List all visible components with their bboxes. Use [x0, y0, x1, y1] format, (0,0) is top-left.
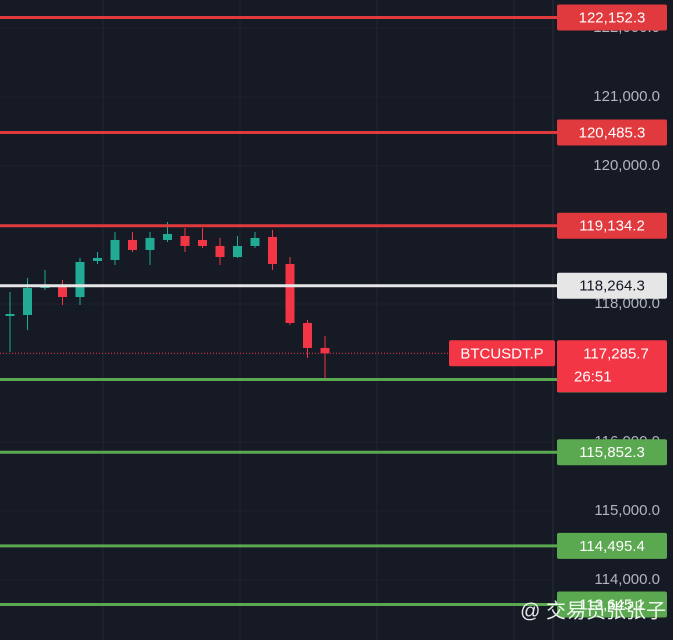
y-tick-label: 121,000.0 — [593, 88, 660, 105]
candle-body — [58, 286, 67, 298]
candle-body — [250, 237, 260, 246]
countdown: 26:51 — [574, 368, 612, 385]
candle-body — [233, 245, 242, 258]
last-price-label: 117,285.7 — [583, 345, 649, 362]
level-label-box — [557, 591, 667, 618]
candle-body — [163, 233, 172, 240]
level-label: 115,852.3 — [579, 444, 645, 461]
candle-body — [23, 287, 32, 315]
level-label-box — [557, 4, 667, 31]
level-label: 119,134.2 — [579, 218, 645, 235]
level-label-box — [557, 119, 667, 146]
y-tick-label: 115,000.0 — [594, 502, 660, 519]
candle-body — [145, 237, 155, 250]
level-label: 122,152.3 — [579, 9, 646, 26]
level-label: 118,264.3 — [579, 278, 645, 295]
symbol-label: BTCUSDT.P — [460, 345, 543, 362]
level-label-box — [557, 532, 667, 559]
candle-body — [268, 237, 277, 264]
watermark: @ 交易员张张子 — [520, 599, 666, 622]
candle-body — [75, 261, 85, 298]
vertical-grid — [102, 0, 515, 640]
y-tick-label: 120,000.0 — [593, 157, 660, 174]
candle-body — [128, 239, 137, 250]
level-label: 114,495.4 — [579, 538, 645, 555]
candle-body — [320, 347, 330, 354]
symbol-box — [449, 340, 555, 367]
level-label: 120,485.3 — [579, 124, 646, 141]
candle-body — [285, 263, 295, 323]
candle-body — [110, 239, 120, 260]
y-tick-label: 118,000.0 — [594, 295, 660, 312]
level-label-box — [557, 272, 667, 299]
candle-body — [180, 235, 190, 246]
candle-body — [303, 322, 312, 348]
level-label-box — [557, 439, 667, 466]
candle-body — [198, 239, 207, 246]
level-label: 113,645.1 — [579, 596, 645, 613]
y-tick-label: 114,000.0 — [594, 571, 660, 588]
candle-body — [5, 314, 15, 317]
level-label-box — [557, 212, 667, 239]
candle-body — [93, 257, 102, 262]
price-box — [557, 340, 667, 393]
candle-body — [215, 245, 225, 258]
